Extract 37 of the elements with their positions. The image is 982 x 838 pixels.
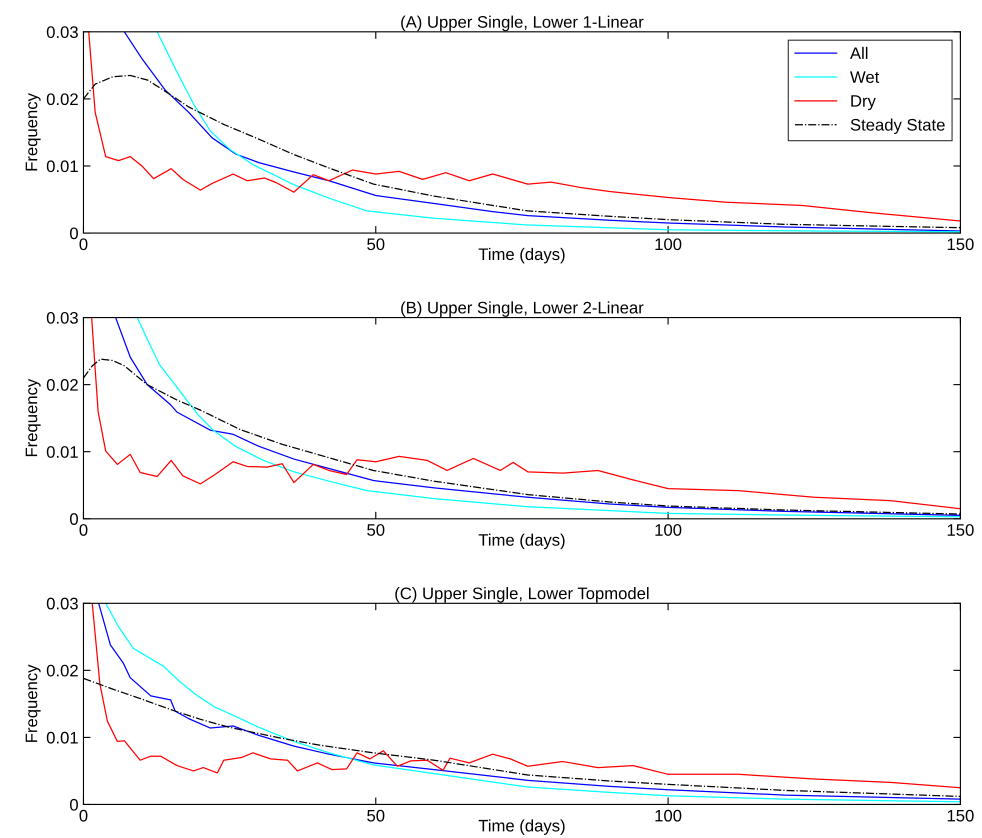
y-axis-title: Frequency xyxy=(26,378,41,456)
y-tick-label: 0.03 xyxy=(46,598,78,610)
y-axis-title: Frequency xyxy=(26,664,41,742)
y-tick-label: 0.02 xyxy=(46,93,78,106)
legend-label: Dry xyxy=(851,95,876,110)
x-tick-label: 150 xyxy=(948,524,974,536)
x-tick-label: 50 xyxy=(367,810,384,822)
x-tick-label: 100 xyxy=(655,238,682,250)
y-tick-label: 0.01 xyxy=(46,732,78,744)
legend-label: All xyxy=(850,46,868,59)
chart-title: (C) Upper Single, Lower Topmodel xyxy=(395,587,649,603)
x-tick-label: 0 xyxy=(79,238,88,250)
chart-title: (B) Upper Single, Lower 2-Linear xyxy=(401,301,644,317)
y-tick-label: 0.03 xyxy=(46,26,78,38)
y-tick-label: 0 xyxy=(70,513,78,525)
x-tick-label: 0 xyxy=(79,810,88,822)
y-axis-title: Frequency xyxy=(26,93,41,170)
y-tick-label: 0.01 xyxy=(46,446,78,458)
x-tick-label: 150 xyxy=(948,810,974,822)
legend-label: Wet xyxy=(850,71,880,83)
x-axis-title: Time (days) xyxy=(478,534,565,550)
y-tick-label: 0.03 xyxy=(46,312,78,324)
x-tick-label: 50 xyxy=(367,524,384,536)
legend-label: Steady State xyxy=(850,118,945,134)
x-tick-label: 0 xyxy=(79,524,88,536)
x-tick-label: 100 xyxy=(655,810,682,822)
x-tick-label: 50 xyxy=(367,238,384,250)
y-tick-label: 0 xyxy=(70,227,78,240)
y-tick-label: 0.01 xyxy=(46,160,78,172)
y-tick-label: 0.02 xyxy=(46,379,78,391)
x-axis-title: Time (days) xyxy=(478,248,565,264)
x-tick-label: 150 xyxy=(948,238,974,250)
chart-title: (A) Upper Single, Lower 1-Linear xyxy=(401,16,644,32)
x-tick-label: 100 xyxy=(655,524,682,536)
x-axis-title: Time (days) xyxy=(478,819,565,835)
y-tick-label: 0.02 xyxy=(46,664,78,677)
y-tick-label: 0 xyxy=(70,798,78,811)
